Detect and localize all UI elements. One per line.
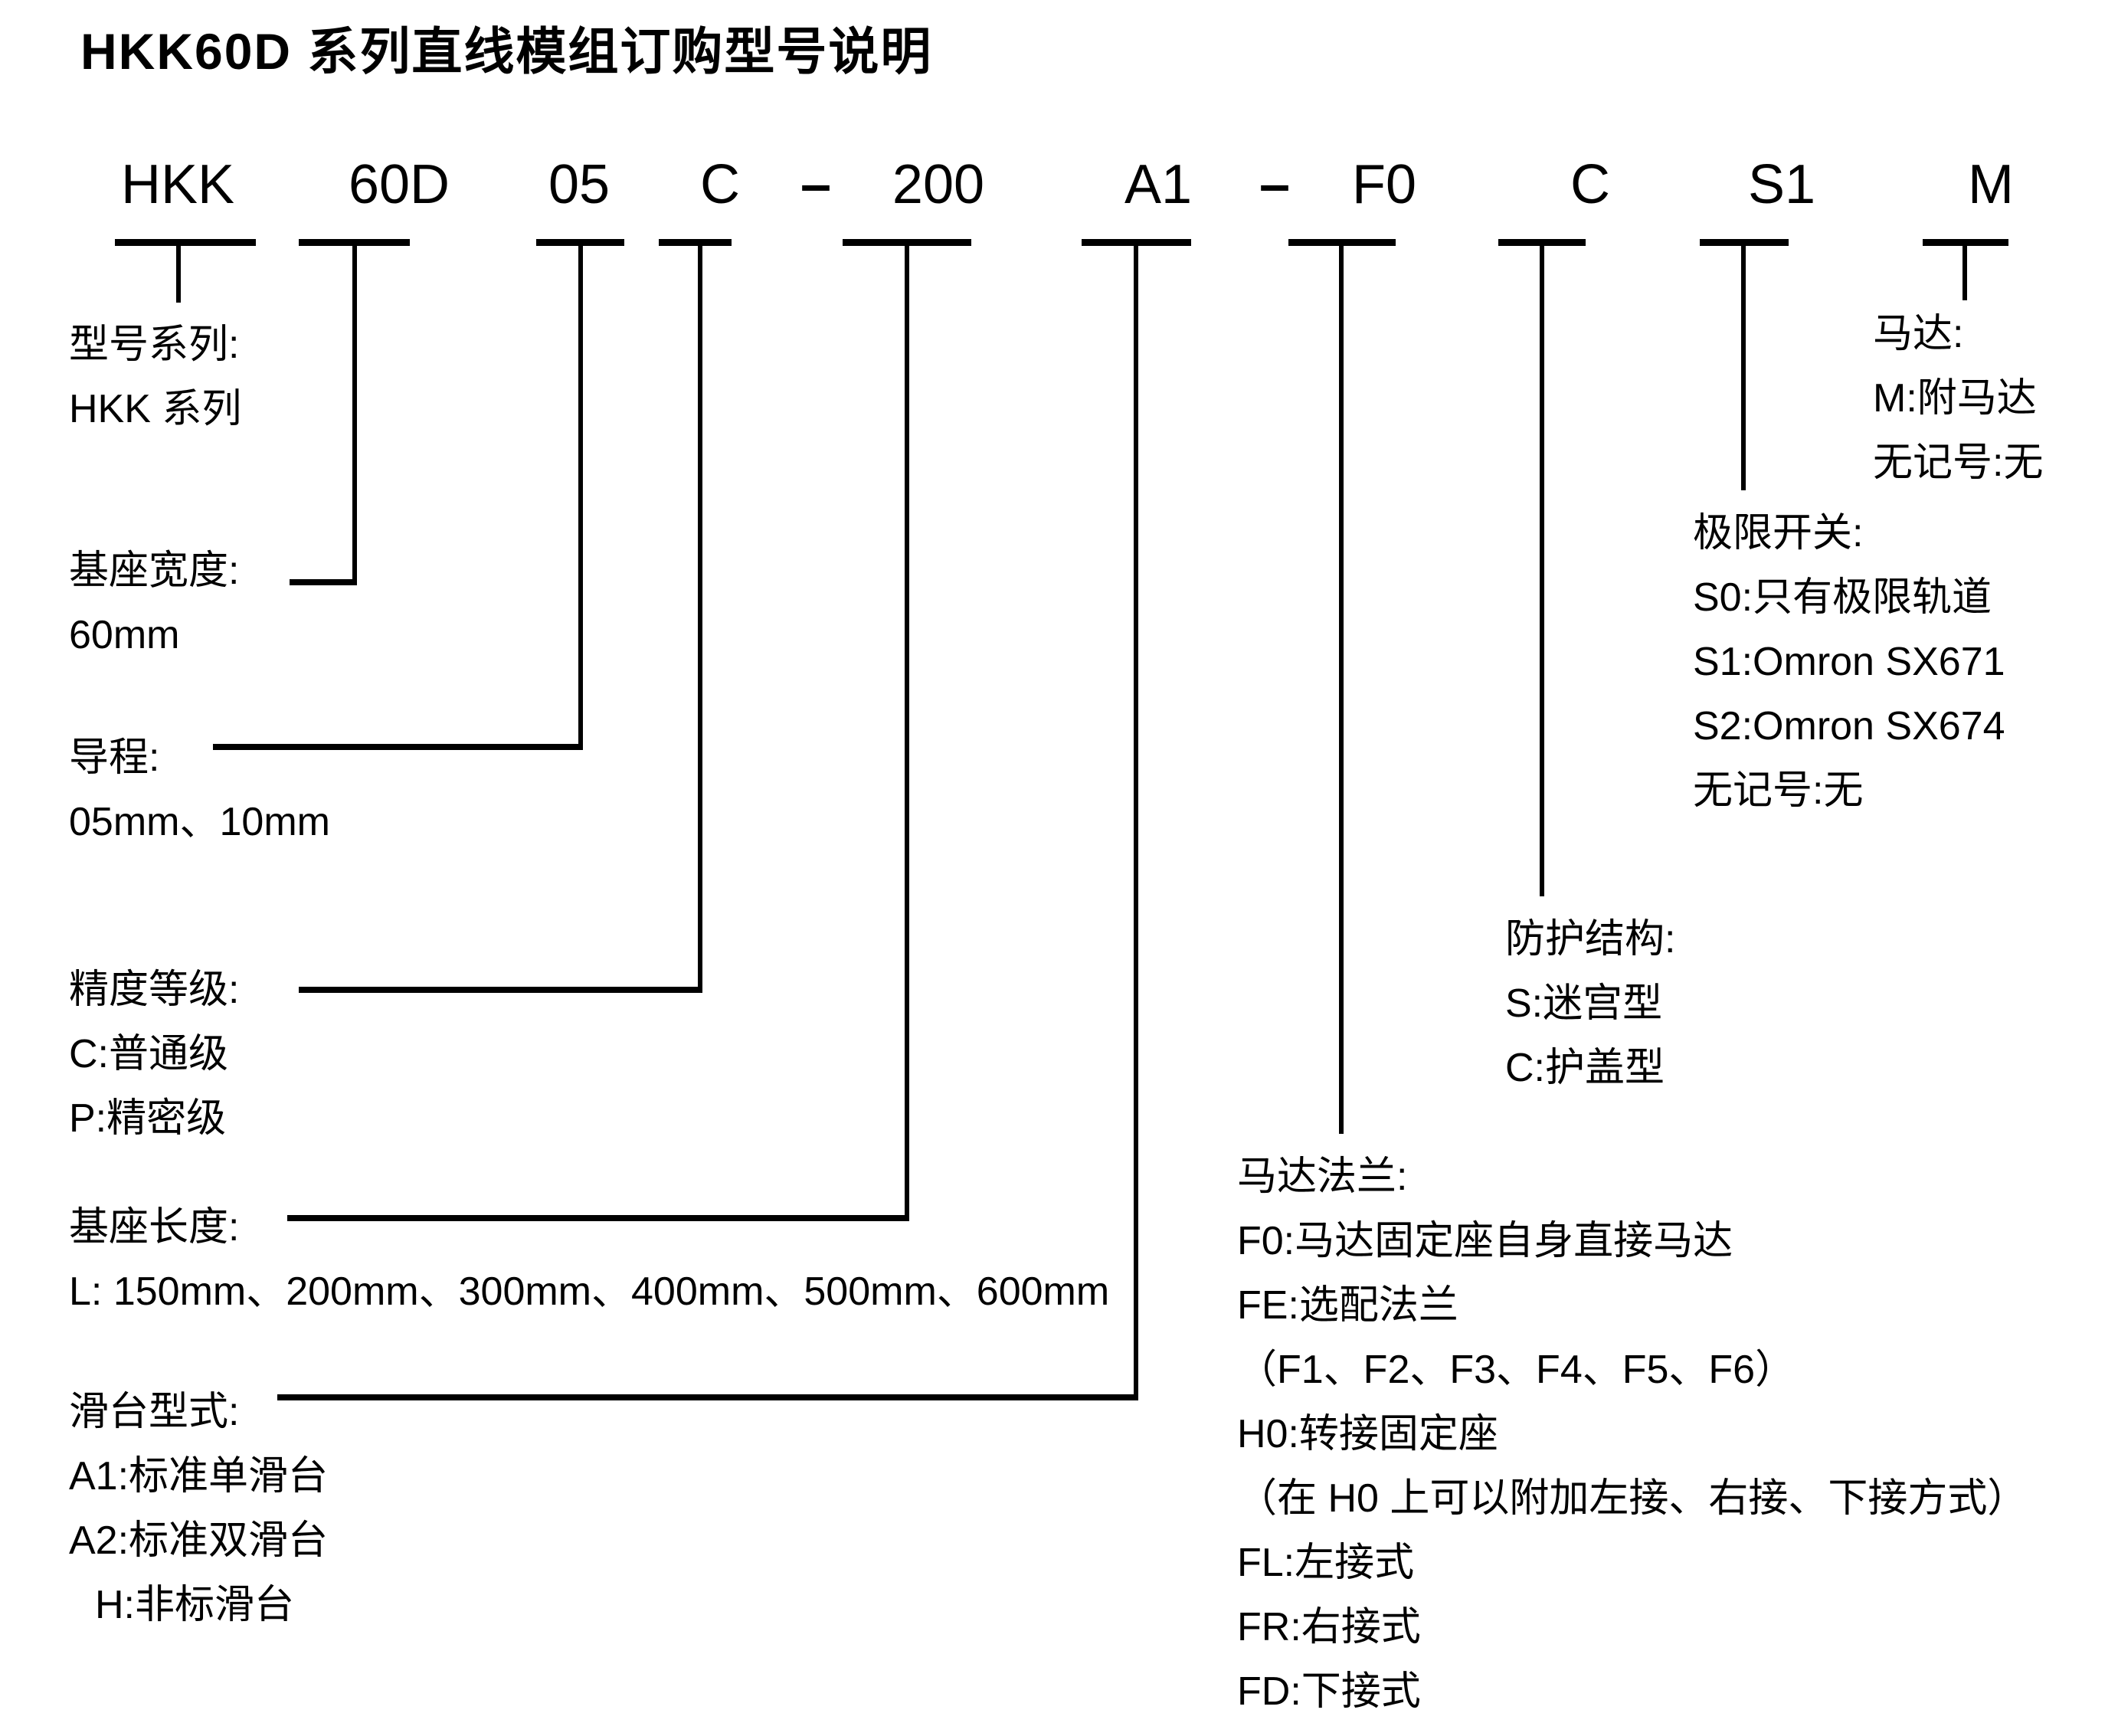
legend-motor-flange: 马达法兰: F0:马达固定座自身直接马达 FE:选配法兰 （F1、F2、F3、F…: [1237, 1145, 2027, 1724]
code-segment-motor: M: [1968, 154, 2014, 215]
legend-line: FD:下接式: [1237, 1669, 1421, 1714]
legend-line: 无记号:无: [1873, 441, 2044, 485]
legend-limit-switch: 极限开关: S0:只有极限轨道 S1:Omron SX671 S2:Omron …: [1693, 501, 2005, 823]
connector-vertical-accuracy: [698, 246, 702, 993]
connector-horizontal-lead: [213, 744, 583, 750]
code-segment-lead: 05: [548, 154, 611, 215]
code-segment-switch: S1: [1747, 154, 1816, 215]
legend-line: 05mm、10mm: [69, 800, 330, 844]
code-underline-flange: [1288, 239, 1396, 246]
code-underline-protection: [1498, 239, 1586, 246]
connector-horizontal-slider: [277, 1394, 1138, 1400]
connector-vertical-lead: [578, 246, 583, 750]
connector-horizontal-width: [290, 579, 357, 585]
legend-line: 导程:: [69, 735, 160, 780]
connector-vertical-width: [352, 246, 357, 585]
code-underline-length: [843, 239, 971, 246]
code-dash-2: –: [1259, 154, 1291, 215]
legend-line: S2:Omron SX674: [1693, 704, 2005, 748]
legend-series: 型号系列: HKK 系列: [69, 313, 241, 441]
legend-line: S:迷宫型: [1505, 981, 1663, 1026]
legend-line: S0:只有极限轨道: [1693, 575, 1992, 620]
legend-line: 马达:: [1873, 312, 1964, 356]
legend-slider-type: 滑台型式: A1:标准单滑台 A2:标准双滑台 H:非标滑台: [69, 1380, 328, 1637]
code-underline-accuracy: [659, 239, 732, 246]
legend-line: C:普通级: [69, 1032, 229, 1076]
connector-vertical-flange: [1339, 246, 1344, 1134]
legend-line: HKK 系列: [69, 387, 242, 431]
legend-base-width: 基座宽度: 60mm: [69, 539, 239, 667]
legend-line: 基座宽度:: [69, 549, 240, 593]
connector-vertical-motor: [1963, 246, 1967, 300]
connector-horizontal-accuracy: [299, 987, 702, 993]
legend-line: 精度等级:: [69, 968, 240, 1012]
code-segment-series: HKK: [120, 154, 235, 215]
legend-line: （F1、F2、F3、F4、F5、F6）: [1237, 1348, 1796, 1392]
legend-line: C:护盖型: [1505, 1046, 1665, 1090]
code-underline-lead: [536, 239, 624, 246]
legend-line: F0:马达固定座自身直接马达: [1237, 1219, 1733, 1263]
code-segment-slider: A1: [1124, 154, 1193, 215]
legend-line: 防护结构:: [1505, 917, 1676, 961]
legend-line: H:非标滑台: [95, 1583, 295, 1627]
legend-line: H0:转接固定座: [1237, 1412, 1498, 1456]
legend-line: L: 150mm、200mm、300mm、400mm、500mm、600mm: [69, 1269, 1110, 1314]
code-underline-slider: [1082, 239, 1191, 246]
legend-line: 无记号:无: [1693, 768, 1864, 813]
legend-line: 60mm: [69, 613, 180, 657]
code-segment-length: 200: [892, 154, 985, 215]
legend-line: 马达法兰:: [1237, 1155, 1408, 1199]
connector-vertical-switch: [1741, 246, 1746, 490]
legend-line: （在 H0 上可以附加左接、右接、下接方式）: [1237, 1476, 2028, 1521]
connector-horizontal-length: [287, 1215, 909, 1221]
legend-line: P:精密级: [69, 1096, 227, 1141]
connector-vertical-series: [176, 246, 181, 303]
code-underline-switch: [1700, 239, 1789, 246]
code-segment-accuracy: C: [700, 154, 740, 215]
legend-line: 基座长度:: [69, 1205, 240, 1250]
code-underline-width: [299, 239, 410, 246]
legend-line: FL:左接式: [1237, 1541, 1415, 1585]
legend-protection: 防护结构: S:迷宫型 C:护盖型: [1505, 907, 1675, 1100]
code-underline-motor: [1923, 239, 2008, 246]
legend-line: 极限开关:: [1693, 511, 1864, 555]
code-segment-protection: C: [1570, 154, 1610, 215]
code-underline-series: [115, 239, 256, 246]
legend-base-length: 基座长度: L: 150mm、200mm、300mm、400mm、500mm、6…: [69, 1195, 1109, 1324]
legend-motor: 马达: M:附马达 无记号:无: [1873, 302, 2043, 495]
connector-vertical-protection: [1540, 246, 1544, 896]
legend-lead: 导程: 05mm、10mm: [69, 726, 330, 854]
code-segment-width: 60D: [348, 154, 450, 215]
legend-line: A1:标准单滑台: [69, 1454, 329, 1499]
code-segment-flange: F0: [1351, 154, 1417, 215]
legend-accuracy: 精度等级: C:普通级 P:精密级: [69, 958, 239, 1151]
connector-vertical-slider: [1134, 246, 1138, 1400]
code-dash-1: –: [800, 154, 832, 215]
legend-line: 型号系列:: [69, 323, 240, 367]
legend-line: 滑台型式:: [69, 1390, 240, 1434]
legend-line: FR:右接式: [1237, 1605, 1421, 1649]
legend-line: S1:Omron SX671: [1693, 640, 2005, 684]
legend-line: A2:标准双滑台: [69, 1518, 329, 1563]
legend-line: M:附马达: [1873, 376, 2037, 421]
page-title: HKK60D 系列直线模组订购型号说明: [80, 23, 933, 80]
legend-line: FE:选配法兰: [1237, 1283, 1458, 1328]
connector-vertical-length: [905, 246, 909, 1221]
